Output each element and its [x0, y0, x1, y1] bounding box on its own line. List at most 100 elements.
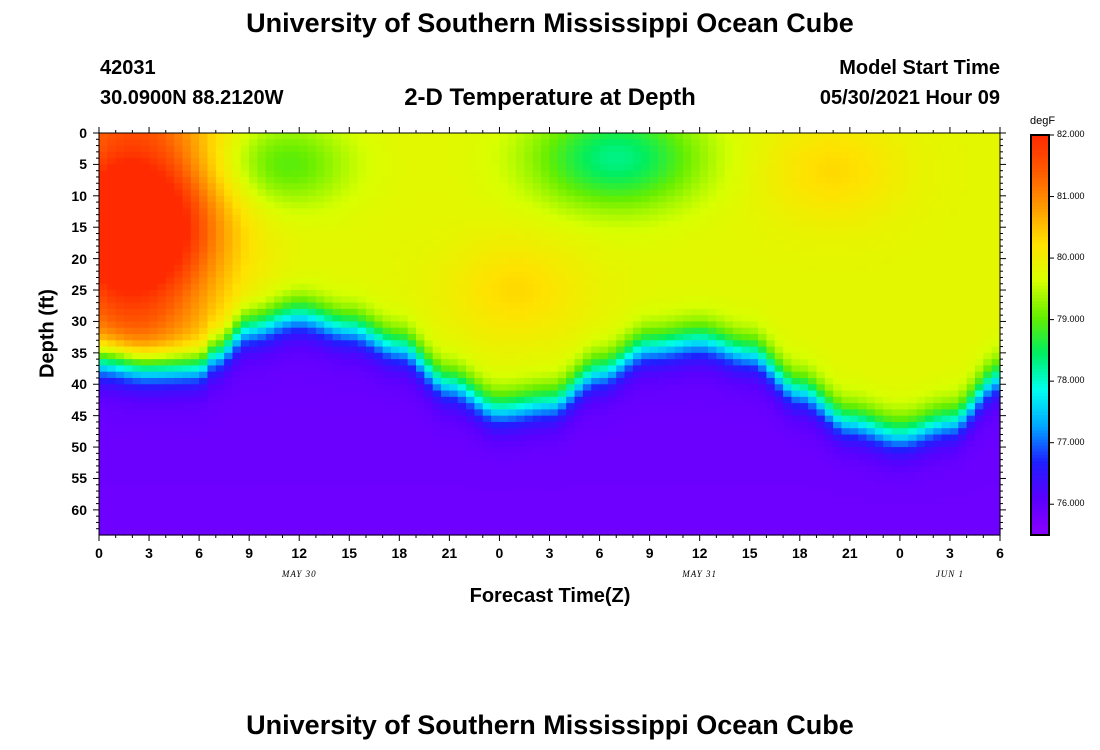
heatmap-cell [174, 158, 184, 166]
heatmap-cell [607, 252, 617, 260]
heatmap-cell [290, 246, 300, 253]
heatmap-cell [557, 233, 567, 241]
heatmap-cell [307, 484, 317, 492]
heatmap-cell [599, 208, 609, 216]
heatmap-cell [549, 239, 559, 247]
heatmap-cell [566, 302, 576, 310]
heatmap-cell [390, 421, 400, 429]
heatmap-cell [674, 170, 684, 178]
heatmap-cell [716, 208, 726, 216]
heatmap-cell [416, 409, 425, 417]
heatmap-cell [432, 509, 442, 517]
heatmap-cell [641, 252, 651, 260]
heatmap-cell [507, 315, 517, 323]
heatmap-cell [516, 133, 526, 140]
heatmap-cell [315, 164, 325, 172]
heatmap-cell [657, 327, 667, 335]
heatmap-cell [432, 327, 442, 335]
heatmap-cell [132, 478, 142, 486]
heatmap-cell [140, 315, 150, 323]
heatmap-cell [165, 170, 175, 178]
heatmap-cell [315, 208, 325, 216]
heatmap-cell [649, 252, 659, 260]
heatmap-cell [616, 308, 626, 316]
heatmap-cell [299, 151, 309, 159]
heatmap-cell [124, 352, 133, 360]
heatmap-cell [149, 465, 158, 473]
heatmap-cell [299, 321, 309, 329]
heatmap-cell [708, 491, 717, 498]
heatmap-cell [474, 421, 484, 429]
heatmap-cell [474, 409, 484, 417]
heatmap-cell [699, 516, 709, 524]
heatmap-cell [616, 214, 626, 222]
heatmap-cell [215, 409, 225, 417]
heatmap-cell [140, 403, 150, 410]
heatmap-cell [282, 352, 292, 360]
heatmap-cell [524, 151, 534, 159]
heatmap-cell [524, 459, 534, 467]
heatmap-cell [741, 227, 751, 235]
heatmap-cell [474, 321, 484, 329]
heatmap-cell [666, 390, 676, 398]
heatmap-cell [299, 371, 309, 379]
heatmap-cell [682, 421, 692, 429]
heatmap-cell [432, 459, 442, 467]
heatmap-cell [649, 183, 659, 191]
heatmap-cell [574, 359, 584, 367]
heatmap-cell [324, 428, 334, 436]
heatmap-cell [307, 170, 317, 178]
heatmap-cell [708, 271, 717, 279]
heatmap-cell [115, 302, 125, 310]
heatmap-cell [299, 390, 309, 398]
heatmap-cell [724, 246, 734, 253]
heatmap-cell [666, 440, 676, 448]
heatmap-cell [124, 164, 133, 172]
heatmap-cell [307, 252, 317, 260]
heatmap-cell [532, 327, 542, 335]
heatmap-cell [365, 227, 375, 235]
heatmap-cell [724, 139, 734, 147]
heatmap-cell [107, 139, 117, 147]
heatmap-cell [674, 183, 684, 191]
heatmap-cell [549, 227, 559, 235]
heatmap-cell [190, 290, 200, 297]
heatmap-cell [282, 447, 292, 454]
heatmap-cell [199, 421, 209, 429]
heatmap-cell [733, 484, 742, 492]
heatmap-cell [416, 208, 425, 216]
heatmap-cell [182, 264, 192, 272]
heatmap-cell [557, 509, 567, 517]
heatmap-cell [591, 283, 601, 291]
heatmap-cell [224, 491, 234, 498]
heatmap-cell [224, 503, 234, 511]
heatmap-cell [524, 509, 534, 517]
heatmap-cell [390, 283, 400, 291]
heatmap-cell [240, 522, 250, 530]
heatmap-cell [457, 264, 467, 272]
heatmap-cell [290, 290, 300, 297]
heatmap-cell [599, 491, 609, 498]
heatmap-cell [199, 139, 209, 147]
heatmap-cell [240, 302, 250, 310]
heatmap-cell [332, 365, 342, 373]
heatmap-cell [482, 472, 492, 480]
heatmap-cell [399, 252, 409, 260]
heatmap-cell [390, 440, 400, 448]
heatmap-cell [591, 352, 601, 360]
heatmap-cell [616, 334, 626, 341]
heatmap-cell [215, 365, 225, 373]
heatmap-cell [566, 296, 576, 304]
heatmap-cell [733, 170, 742, 178]
heatmap-cell [382, 308, 392, 316]
heatmap-cell [207, 522, 217, 530]
heatmap-cell [616, 158, 626, 166]
heatmap-cell [441, 503, 450, 511]
heatmap-cell [416, 158, 425, 166]
heatmap-cell [632, 220, 642, 228]
heatmap-cell [249, 302, 259, 310]
heatmap-cell [616, 151, 626, 159]
heatmap-cell [482, 158, 492, 166]
heatmap-cell [165, 390, 175, 398]
heatmap-cell [99, 151, 108, 159]
